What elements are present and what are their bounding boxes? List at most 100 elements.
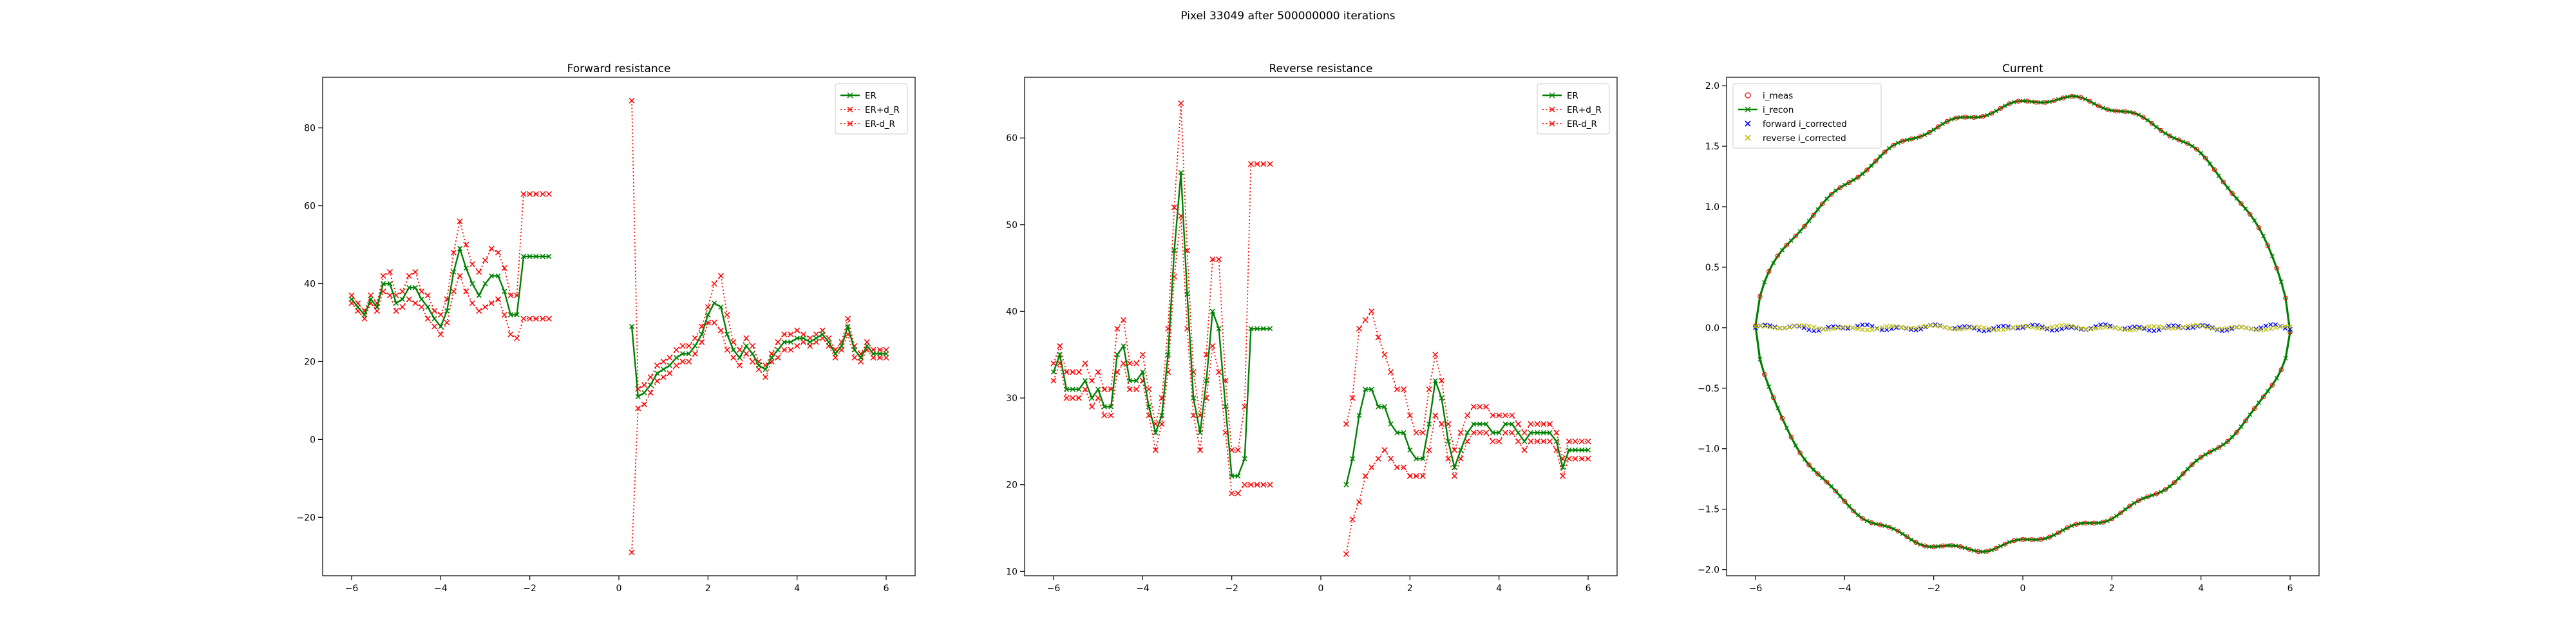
y-tick-label: 40: [304, 279, 316, 289]
er-minus-dr-point: [1578, 455, 1585, 462]
er-plus-dr-point: [431, 308, 438, 314]
er-point: [1579, 447, 1585, 453]
reverse-i-corrected-point: [1816, 326, 1821, 331]
i-meas-point: [2141, 115, 2146, 120]
i-meas-point: [1806, 462, 1812, 468]
er-plus-dr-point: [692, 335, 698, 341]
i-recon-point: [1837, 493, 1842, 498]
reverse-i-corrected-point: [1830, 326, 1836, 332]
er-point: [406, 285, 412, 290]
er-minus-dr-point: [533, 316, 539, 322]
er-point: [527, 254, 533, 260]
er-minus-dr-point: [1470, 430, 1477, 436]
i-meas-point: [2202, 155, 2208, 161]
er-minus-dr-point: [1419, 473, 1426, 479]
er-plus-dr-point: [1401, 386, 1407, 393]
er-point: [1363, 386, 1368, 392]
er-minus-dr-point: [1343, 551, 1349, 557]
er-point: [667, 363, 672, 368]
er-minus-dr-point: [1368, 464, 1375, 471]
reverse-i-corrected-point: [1894, 324, 1899, 329]
i-meas-point: [2007, 101, 2012, 106]
er-minus-dr-point: [1381, 447, 1388, 453]
legend-marker: [1745, 135, 1751, 141]
x-tick-label: 0: [616, 583, 622, 594]
er-point: [769, 355, 775, 361]
x-tick-label: 4: [1496, 583, 1502, 594]
er-point: [1191, 395, 1197, 401]
er-point: [1420, 456, 1426, 462]
i-recon-point: [1833, 188, 1838, 193]
forward-i-corrected-point: [2185, 325, 2191, 331]
er-point: [1242, 456, 1247, 462]
er-point: [1388, 421, 1394, 427]
er-minus-dr-point: [1406, 473, 1413, 479]
er-plus-dr-point: [686, 343, 692, 349]
i-meas-point: [2127, 504, 2132, 509]
er-point: [1572, 447, 1578, 453]
reverse-i-corrected-point: [2156, 324, 2162, 329]
i-meas-point: [1949, 543, 1955, 548]
i-meas-point: [1980, 114, 1985, 119]
er-plus-dr-point: [1464, 412, 1471, 419]
reverse-i-corrected-point: [2015, 324, 2021, 329]
reverse-i-corrected-point: [1981, 325, 1987, 330]
i-recon-point: [1949, 117, 1954, 122]
i-recon-point: [1771, 260, 1776, 265]
er-minus-dr-point: [660, 374, 667, 381]
er-point: [1515, 430, 1521, 435]
er-plus-dr-point: [419, 289, 425, 295]
er-minus-dr-point: [469, 300, 475, 307]
er-point: [718, 304, 724, 310]
er-plus-dr-point: [520, 191, 527, 197]
er-point: [1153, 430, 1159, 435]
y-tick-label: 1.5: [1705, 142, 1719, 152]
i-meas-point: [1900, 138, 1905, 144]
i-recon-point: [1776, 406, 1781, 411]
forward-i-corrected-point: [2195, 323, 2201, 329]
er-point: [1394, 430, 1400, 435]
er-point: [1057, 352, 1063, 357]
i-meas-point: [1828, 192, 1834, 197]
y-tick-label: 60: [1006, 133, 1018, 144]
reverse-i-corrected-point: [2190, 323, 2195, 328]
forward-i-corrected-point: [2152, 328, 2157, 334]
i-meas-point: [2260, 394, 2266, 400]
y-tick-label: 20: [1006, 480, 1018, 491]
i-meas-point: [2145, 494, 2150, 500]
er-plus-dr-point: [1419, 430, 1426, 436]
er-point: [1255, 326, 1260, 332]
forward-i-corrected-point: [2015, 325, 2021, 331]
er-minus-dr-point: [641, 401, 647, 408]
er-plus-dr-point: [1082, 360, 1088, 366]
er-plus-dr-point: [1209, 256, 1216, 263]
er-minus-dr-point: [1197, 447, 1204, 453]
i-recon-point: [2278, 279, 2284, 284]
er-point: [361, 312, 368, 317]
reverse-i-corrected-point: [1879, 325, 1884, 330]
forward-i-corrected-point: [2088, 326, 2094, 331]
reverse-i-corrected-point: [1782, 325, 1787, 331]
i-recon-point: [2194, 458, 2199, 463]
i-recon-point: [2114, 513, 2119, 518]
er-plus-dr-point: [533, 191, 539, 197]
reverse-resistance-panel: Reverse resistance −6 −4 −2 0 2 4 6 10 20 30 40 50 6…: [1006, 62, 1618, 594]
i-recon-point: [1860, 171, 1865, 176]
forward-i-corrected-point: [1835, 325, 1841, 330]
reverse-i-corrected-point: [2093, 326, 2098, 331]
x-tick-label: 4: [2198, 583, 2204, 594]
er-plus-dr-point: [1356, 325, 1363, 332]
i-meas-point: [1935, 124, 1941, 129]
reverse-i-corrected-point: [1874, 326, 1880, 332]
i-recon-point: [2060, 527, 2065, 533]
i-recon-point: [1989, 547, 1994, 553]
er-minus-dr-point: [692, 350, 698, 357]
x-tick-label: 6: [884, 583, 889, 594]
er-point: [1089, 395, 1095, 401]
reverse-i-corrected-point: [2278, 324, 2283, 329]
er-minus-dr-point: [1082, 386, 1088, 393]
i-meas-point: [1913, 540, 1918, 545]
er-plus-dr-point: [386, 269, 393, 275]
i-recon-point: [2007, 540, 2012, 545]
er-minus-dr-point: [1216, 369, 1222, 375]
